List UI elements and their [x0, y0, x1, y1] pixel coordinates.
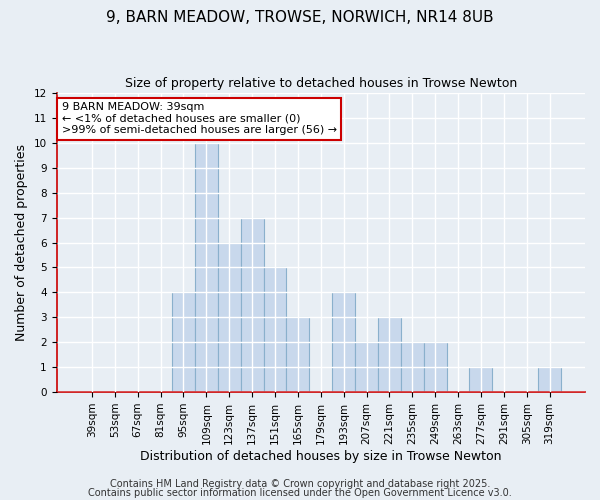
Bar — [172, 292, 195, 392]
Title: Size of property relative to detached houses in Trowse Newton: Size of property relative to detached ho… — [125, 78, 517, 90]
Bar — [218, 242, 241, 392]
Bar — [469, 367, 493, 392]
Bar — [332, 292, 355, 392]
Bar — [263, 268, 286, 392]
Bar — [401, 342, 424, 392]
Bar — [195, 143, 218, 392]
Bar — [286, 318, 310, 392]
Bar — [355, 342, 378, 392]
Bar — [424, 342, 446, 392]
Text: Contains HM Land Registry data © Crown copyright and database right 2025.: Contains HM Land Registry data © Crown c… — [110, 479, 490, 489]
Y-axis label: Number of detached properties: Number of detached properties — [15, 144, 28, 341]
Text: 9, BARN MEADOW, TROWSE, NORWICH, NR14 8UB: 9, BARN MEADOW, TROWSE, NORWICH, NR14 8U… — [106, 10, 494, 25]
Bar — [378, 318, 401, 392]
Bar — [538, 367, 561, 392]
Text: 9 BARN MEADOW: 39sqm
← <1% of detached houses are smaller (0)
>99% of semi-detac: 9 BARN MEADOW: 39sqm ← <1% of detached h… — [62, 102, 337, 135]
Bar — [241, 218, 263, 392]
Text: Contains public sector information licensed under the Open Government Licence v3: Contains public sector information licen… — [88, 488, 512, 498]
X-axis label: Distribution of detached houses by size in Trowse Newton: Distribution of detached houses by size … — [140, 450, 502, 462]
